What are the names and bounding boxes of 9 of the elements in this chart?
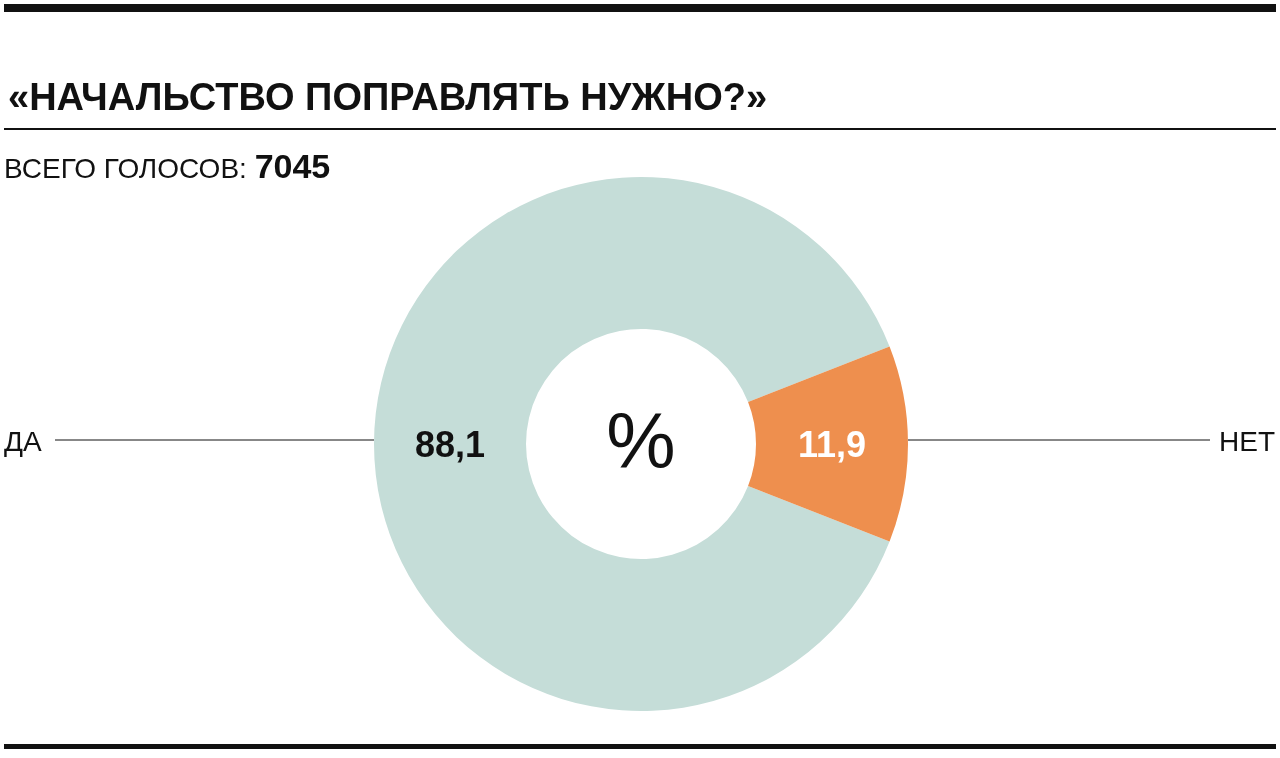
slice-label: ДА [4, 426, 42, 457]
chart-title: «НАЧАЛЬСТВО ПОПРАВЛЯТЬ НУЖНО?» [8, 76, 768, 118]
donut-slice [374, 177, 890, 711]
text: % [606, 397, 676, 485]
data-label: 88,1 [414, 424, 486, 465]
donut-slice [748, 346, 908, 542]
chart-subtitle: ВСЕГО ГОЛОСОВ: 7045 [4, 147, 331, 185]
data-label: 11,9 [797, 424, 867, 465]
slice-label: НЕТ [1219, 426, 1275, 457]
